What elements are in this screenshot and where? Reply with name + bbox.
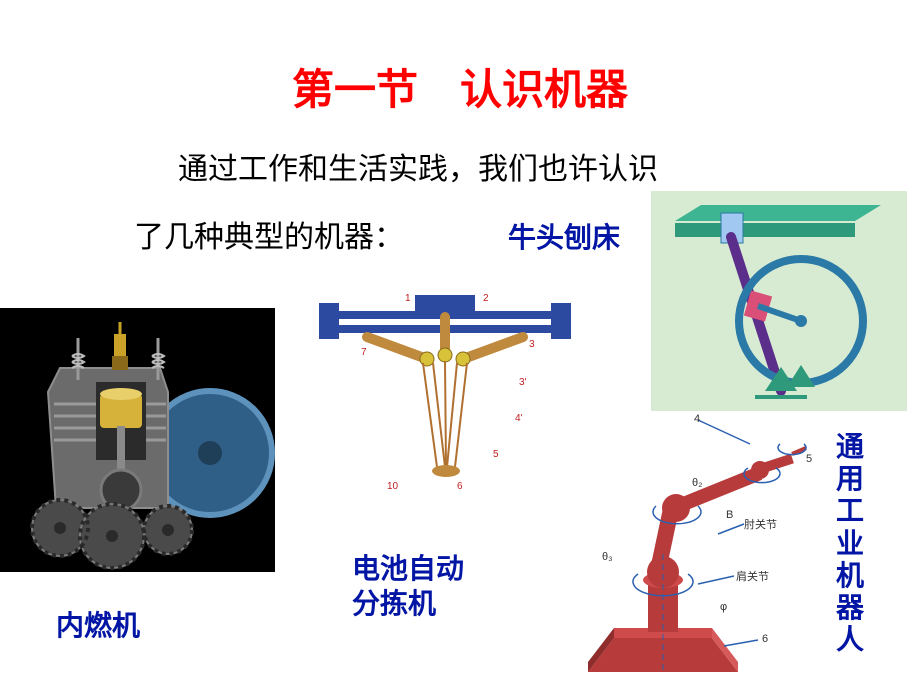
- figure-shaper: [651, 191, 907, 411]
- svg-text:φ: φ: [720, 601, 727, 613]
- label-robot-c3: 工: [836, 496, 864, 528]
- svg-text:B: B: [726, 509, 733, 521]
- label-battery-line1: 电池自动: [352, 552, 464, 587]
- slide-title: 第一节 认识机器: [0, 56, 920, 117]
- label-robot-c2: 用: [836, 464, 864, 496]
- label-battery-sorter: 电池自动 分拣机: [352, 552, 464, 622]
- svg-text:4': 4': [515, 413, 523, 424]
- svg-text:θ₂: θ₂: [692, 477, 702, 489]
- figure-robot: 4 5 6 θ₃ θ₂ B 肘关节 肩关节 φ: [548, 414, 834, 684]
- figure-engine: [0, 308, 275, 572]
- svg-text:肘关节: 肘关节: [744, 517, 777, 531]
- svg-text:肩关节: 肩关节: [736, 569, 769, 583]
- intro-line-2: 了几种典型的机器：: [134, 212, 404, 256]
- svg-text:10: 10: [387, 481, 399, 492]
- svg-text:3': 3': [519, 377, 527, 388]
- svg-text:θ₃: θ₃: [602, 551, 613, 563]
- label-robot-c4: 业: [836, 529, 864, 561]
- label-robot-c1: 通: [836, 432, 864, 464]
- svg-text:4: 4: [694, 414, 700, 425]
- label-shaper: 牛头刨床: [508, 216, 620, 256]
- svg-text:2: 2: [483, 293, 489, 304]
- slide: 第一节 认识机器 通过工作和生活实践，我们也许认识 了几种典型的机器： 牛头刨床…: [0, 0, 920, 690]
- svg-text:5: 5: [493, 449, 499, 460]
- svg-text:6: 6: [457, 481, 463, 492]
- svg-text:7: 7: [361, 347, 367, 358]
- label-robot-c5: 机: [836, 561, 864, 593]
- intro-line-1: 通过工作和生活实践，我们也许认识: [178, 144, 658, 188]
- label-robot: 通 用 工 业 机 器 人: [836, 432, 864, 657]
- label-engine: 内燃机: [56, 604, 140, 644]
- label-robot-c7: 人: [836, 625, 864, 657]
- svg-text:6: 6: [762, 633, 768, 645]
- svg-text:3: 3: [529, 339, 535, 350]
- label-robot-c6: 器: [836, 593, 864, 625]
- svg-text:1: 1: [405, 293, 411, 304]
- svg-text:5: 5: [806, 453, 812, 465]
- label-battery-line2: 分拣机: [352, 587, 464, 622]
